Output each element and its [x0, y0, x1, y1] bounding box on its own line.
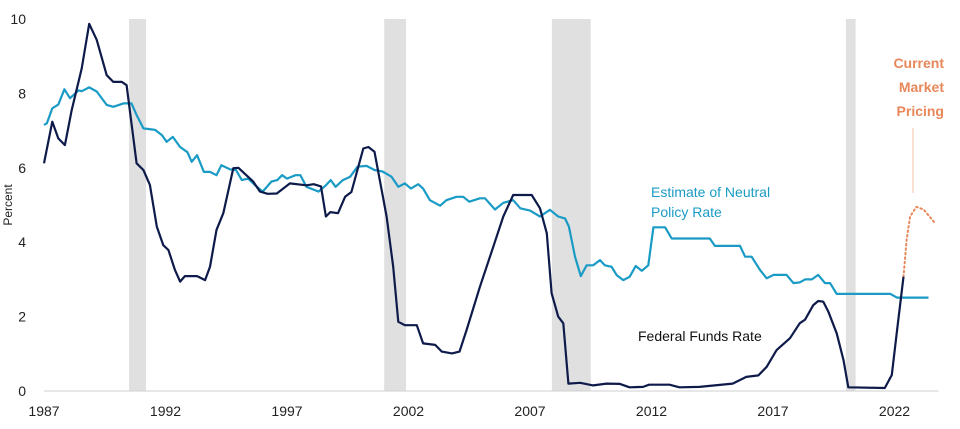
market-label-line-1: Current [893, 55, 944, 71]
y-tick-label: 8 [18, 85, 26, 101]
x-tick-label: 2017 [757, 403, 788, 419]
market-series-line [902, 205, 936, 278]
y-tick-label: 10 [10, 11, 26, 27]
x-tick-label: 1992 [150, 403, 181, 419]
y-tick-label: 2 [18, 309, 26, 325]
market-pricing-annotation: Current Market Pricing [893, 55, 944, 119]
y-axis-ticks: 0 2 4 6 8 10 [10, 11, 26, 399]
y-tick-label: 0 [18, 383, 26, 399]
y-tick-label: 4 [18, 234, 26, 250]
recession-bands [129, 19, 856, 391]
x-axis-ticks: 1987 1992 1997 2002 2007 2012 2017 2022 [28, 403, 910, 419]
recession-band [551, 19, 591, 391]
fed-funds-series-line [42, 22, 905, 390]
x-tick-label: 2002 [393, 403, 424, 419]
recession-band [129, 19, 147, 391]
y-axis-label: Percent [1, 184, 15, 226]
series-lines [42, 22, 936, 390]
x-tick-label: 2007 [514, 403, 545, 419]
fed-funds-annotation: Federal Funds Rate [638, 328, 762, 344]
neutral-label-line-1: Estimate of Neutral [651, 184, 770, 200]
x-tick-label: 2012 [636, 403, 667, 419]
y-tick-label: 6 [18, 160, 26, 176]
neutral-label-line-2: Policy Rate [651, 204, 722, 220]
neutral-rate-annotation: Estimate of Neutral Policy Rate [651, 184, 770, 220]
market-label-line-2: Market [899, 79, 944, 95]
x-tick-label: 1987 [28, 403, 59, 419]
x-tick-label: 1997 [271, 403, 302, 419]
market-label-line-3: Pricing [897, 103, 944, 119]
recession-band [845, 19, 856, 391]
x-tick-label: 2022 [879, 403, 910, 419]
recession-band [384, 19, 407, 391]
neutral-series-line [43, 86, 929, 299]
